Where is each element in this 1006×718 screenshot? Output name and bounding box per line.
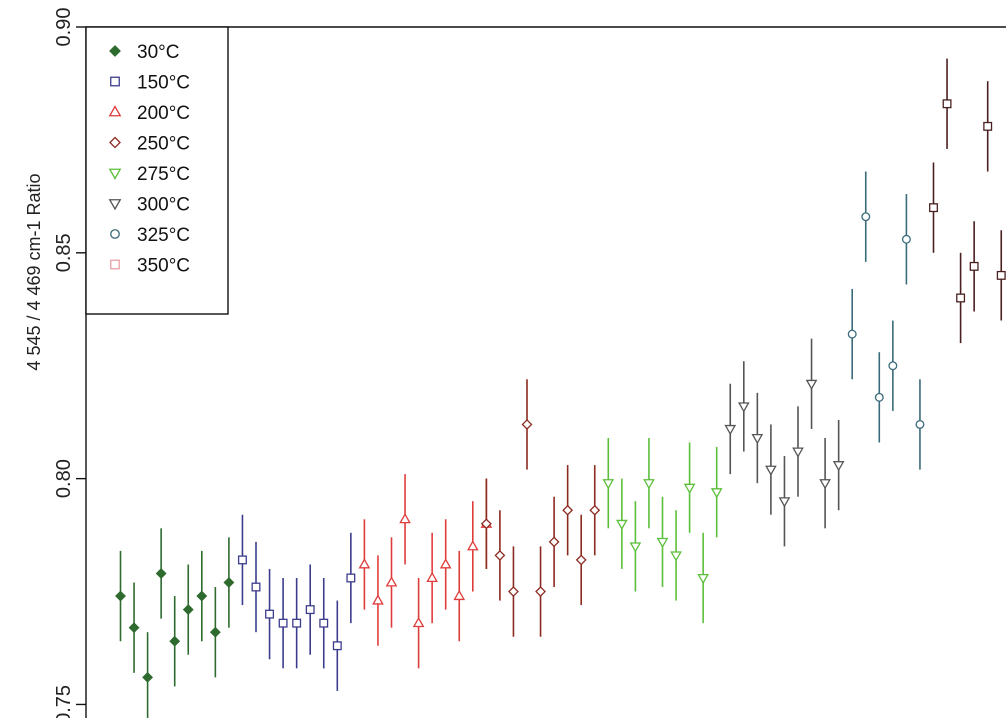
data-point xyxy=(142,671,154,683)
data-point xyxy=(819,479,831,490)
legend-marker xyxy=(108,199,122,211)
data-point xyxy=(412,616,425,628)
data-point xyxy=(251,582,261,592)
data-point xyxy=(629,542,642,553)
data-point xyxy=(901,234,911,244)
legend: 30°C 150°C 200°C 250°C 275°C 300°C 325°C 350°C xyxy=(85,26,229,315)
data-point xyxy=(115,590,126,602)
data-point xyxy=(683,483,696,494)
data-point xyxy=(942,99,952,109)
legend-marker xyxy=(108,105,122,117)
data-point xyxy=(439,558,452,569)
legend-marker xyxy=(108,168,122,180)
data-point xyxy=(670,551,682,562)
data-point xyxy=(332,641,342,651)
data-point xyxy=(265,609,275,619)
data-point xyxy=(778,497,791,508)
y-axis-ticks: 0.75 0.80 0.85 0.90 xyxy=(53,8,86,718)
data-point xyxy=(847,329,857,339)
data-point xyxy=(155,568,167,579)
data-point xyxy=(656,537,669,549)
data-point xyxy=(548,536,560,548)
y-tick-label: 0.75 xyxy=(53,685,75,718)
legend-label: 350°C xyxy=(137,256,190,277)
data-point xyxy=(292,618,302,628)
data-point xyxy=(996,270,1006,280)
legend-marker xyxy=(109,45,121,57)
data-point xyxy=(358,558,371,569)
data-point xyxy=(385,576,398,587)
data-point xyxy=(562,504,574,516)
data-point xyxy=(128,622,140,634)
data-points xyxy=(115,58,1006,718)
data-point xyxy=(466,540,479,551)
data-point xyxy=(765,465,777,476)
legend-label: 325°C xyxy=(137,225,190,246)
data-point xyxy=(223,577,235,588)
data-point xyxy=(182,604,194,616)
data-point xyxy=(346,573,356,583)
data-point xyxy=(751,433,764,445)
data-point xyxy=(969,261,979,271)
data-point xyxy=(915,419,925,429)
legend-marker xyxy=(109,136,121,149)
data-point xyxy=(832,461,845,472)
data-point xyxy=(319,618,329,628)
data-point xyxy=(589,504,601,516)
data-point xyxy=(372,594,384,605)
y-tick-label: 0.80 xyxy=(53,459,75,498)
data-point xyxy=(861,212,871,222)
data-point xyxy=(697,573,709,585)
data-point xyxy=(710,488,723,499)
legend-marker xyxy=(110,229,120,239)
data-point xyxy=(602,479,615,490)
data-point xyxy=(956,293,966,303)
legend-label: 150°C xyxy=(137,73,190,94)
data-point xyxy=(453,589,466,601)
y-tick-label: 0.85 xyxy=(53,233,75,272)
data-point xyxy=(169,635,181,647)
data-point xyxy=(643,479,655,490)
data-point xyxy=(929,203,938,213)
data-point xyxy=(535,586,546,597)
data-point xyxy=(494,549,506,561)
data-point xyxy=(983,121,993,131)
data-point xyxy=(805,379,818,391)
y-tick-label: 0.90 xyxy=(53,8,75,47)
data-point xyxy=(399,513,411,524)
legend-label: 200°C xyxy=(137,103,190,124)
y-axis-label: 4 545 / 4 469 cm-1 Ratio xyxy=(24,173,44,370)
data-point xyxy=(278,618,288,628)
data-point xyxy=(480,518,492,530)
legend-marker xyxy=(110,76,120,87)
data-point xyxy=(521,419,533,430)
data-point xyxy=(209,626,221,638)
data-point xyxy=(616,519,628,531)
legend-label: 275°C xyxy=(137,164,190,185)
data-point xyxy=(874,392,884,402)
legend-box xyxy=(85,26,229,315)
data-point xyxy=(237,555,247,565)
data-point xyxy=(426,571,438,583)
legend-label: 250°C xyxy=(137,134,190,155)
data-point xyxy=(196,590,208,602)
data-point xyxy=(888,361,898,371)
data-point xyxy=(792,447,804,458)
data-point xyxy=(737,402,750,413)
data-point xyxy=(575,554,587,566)
data-point xyxy=(508,586,519,597)
data-point xyxy=(305,605,315,615)
data-point xyxy=(724,424,737,436)
legend-label: 300°C xyxy=(137,195,190,216)
legend-marker xyxy=(110,259,120,270)
legend-label: 30°C xyxy=(137,42,179,63)
